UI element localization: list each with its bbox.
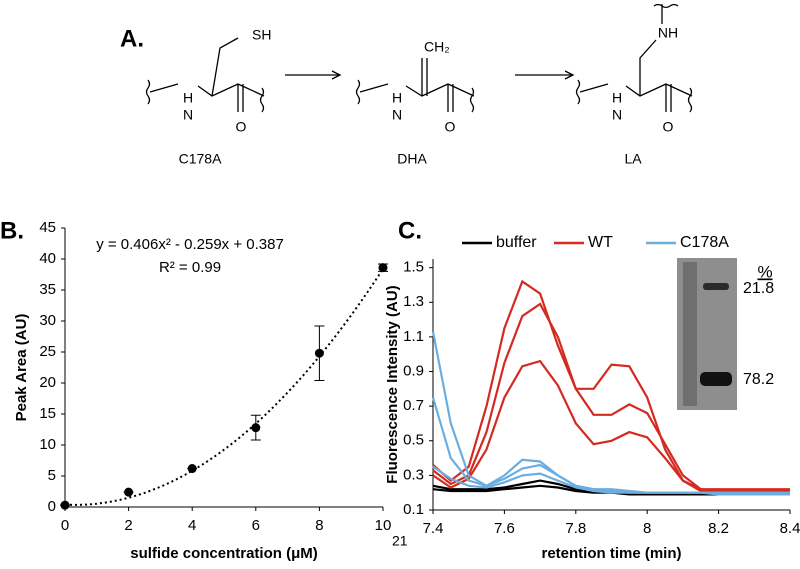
data-point: [251, 423, 261, 433]
wavy-bond: [355, 79, 361, 105]
atom: O: [236, 119, 247, 135]
atom: O: [663, 119, 674, 135]
legend-label: WT: [588, 234, 613, 251]
atom: H: [612, 90, 622, 106]
panel-label: B.: [0, 217, 24, 244]
gel-band: [703, 283, 729, 290]
x-tick-label: 7.8: [565, 520, 586, 537]
y-tick-label: 25: [39, 343, 56, 360]
atom: N: [183, 107, 193, 123]
atom: H: [183, 90, 193, 106]
x-axis-label: sulfide concentration (μM): [130, 545, 318, 562]
legend-label: buffer: [496, 234, 537, 251]
wavy-bond: [469, 87, 475, 113]
wavy-bond: [575, 79, 581, 105]
x-tick-label: 6: [252, 517, 260, 534]
y-tick-label: 1.5: [403, 259, 424, 276]
y-tick-label: 45: [39, 219, 56, 236]
gel-ladder: [683, 262, 697, 406]
atom: H: [392, 90, 402, 106]
arrow: [285, 70, 342, 80]
gel-band: [700, 372, 732, 386]
trace: [431, 397, 790, 494]
x-tick-label: 7.4: [423, 520, 444, 537]
y-tick-label: 1.1: [403, 328, 424, 345]
gel-label: 78.2: [743, 371, 774, 388]
fit-curve: [64, 268, 384, 506]
gel-header: %: [757, 262, 772, 281]
reaction-scheme: A. SH H N O C178A CH₂ H N O DHA NH H N O…: [120, 3, 693, 167]
gel-inset: % 21.8 78.2: [677, 258, 774, 410]
x-tick-label: 8.2: [708, 520, 729, 537]
y-tick-label: 0: [48, 498, 56, 515]
wavy-bond: [259, 87, 265, 113]
y-tick-label: 0.1: [403, 501, 424, 518]
compound-name: DHA: [397, 151, 427, 167]
trace: [432, 279, 790, 491]
data-point: [378, 263, 388, 273]
data-point: [60, 500, 70, 510]
compound-name: LA: [624, 151, 642, 167]
y-axis-label: Peak Area (AU): [13, 314, 30, 422]
y-tick-label: 30: [39, 312, 56, 329]
x-tick-label: 8: [643, 520, 651, 537]
arrow: [515, 70, 575, 80]
fit-equation: y = 0.406x² - 0.259x + 0.387: [96, 236, 284, 253]
wavy-bond: [653, 3, 679, 9]
x-tick-label: 0: [61, 517, 69, 534]
atom: CH₂: [424, 39, 450, 55]
x-tick-label: 4: [188, 517, 196, 534]
y-tick-label: 35: [39, 281, 56, 298]
trace: [432, 359, 790, 493]
y-tick-label: 1.3: [403, 293, 424, 310]
panel-label: A.: [120, 25, 144, 52]
gel-label: 21.8: [743, 280, 774, 297]
bonds: [149, 37, 265, 112]
x-tick-label: 10: [375, 517, 392, 534]
y-tick-label: 40: [39, 250, 56, 267]
x-tick-label: 7.6: [494, 520, 515, 537]
y-tick-label: 0.9: [403, 362, 424, 379]
atom: NH: [658, 25, 678, 41]
legend-label: C178A: [680, 234, 729, 251]
atom: N: [612, 107, 622, 123]
y-tick-label: 0.5: [403, 432, 424, 449]
y-tick-label: 20: [39, 374, 56, 391]
y-axis-label: Fluorescence Intensity (AU): [384, 285, 401, 483]
fit-r-squared: R² = 0.99: [159, 259, 221, 276]
y-tick-label: 0.3: [403, 466, 424, 483]
panel-label: C.: [398, 217, 422, 244]
bonds: [579, 4, 693, 112]
y-tick-label: 15: [39, 405, 56, 422]
trace: [432, 465, 790, 496]
data-point: [187, 464, 197, 474]
y-tick-label: 5: [48, 467, 56, 484]
x-tick-label: 2: [124, 517, 132, 534]
y-tick-label: 10: [39, 436, 56, 453]
data-point: [124, 487, 134, 497]
y-tick-label: 0.7: [403, 397, 424, 414]
x-axis-label: retention time (min): [541, 545, 681, 562]
atom: N: [392, 107, 402, 123]
data-point: [314, 348, 324, 358]
atom: SH: [252, 27, 271, 43]
x-tick-label: 8.4: [780, 520, 800, 537]
wavy-bond: [145, 79, 151, 105]
compound-name: C178A: [179, 151, 222, 167]
wavy-bond: [687, 87, 693, 113]
atom: O: [445, 119, 456, 135]
corner-text: 21: [392, 533, 408, 549]
bonds: [359, 58, 475, 112]
x-tick-label: 8: [315, 517, 323, 534]
